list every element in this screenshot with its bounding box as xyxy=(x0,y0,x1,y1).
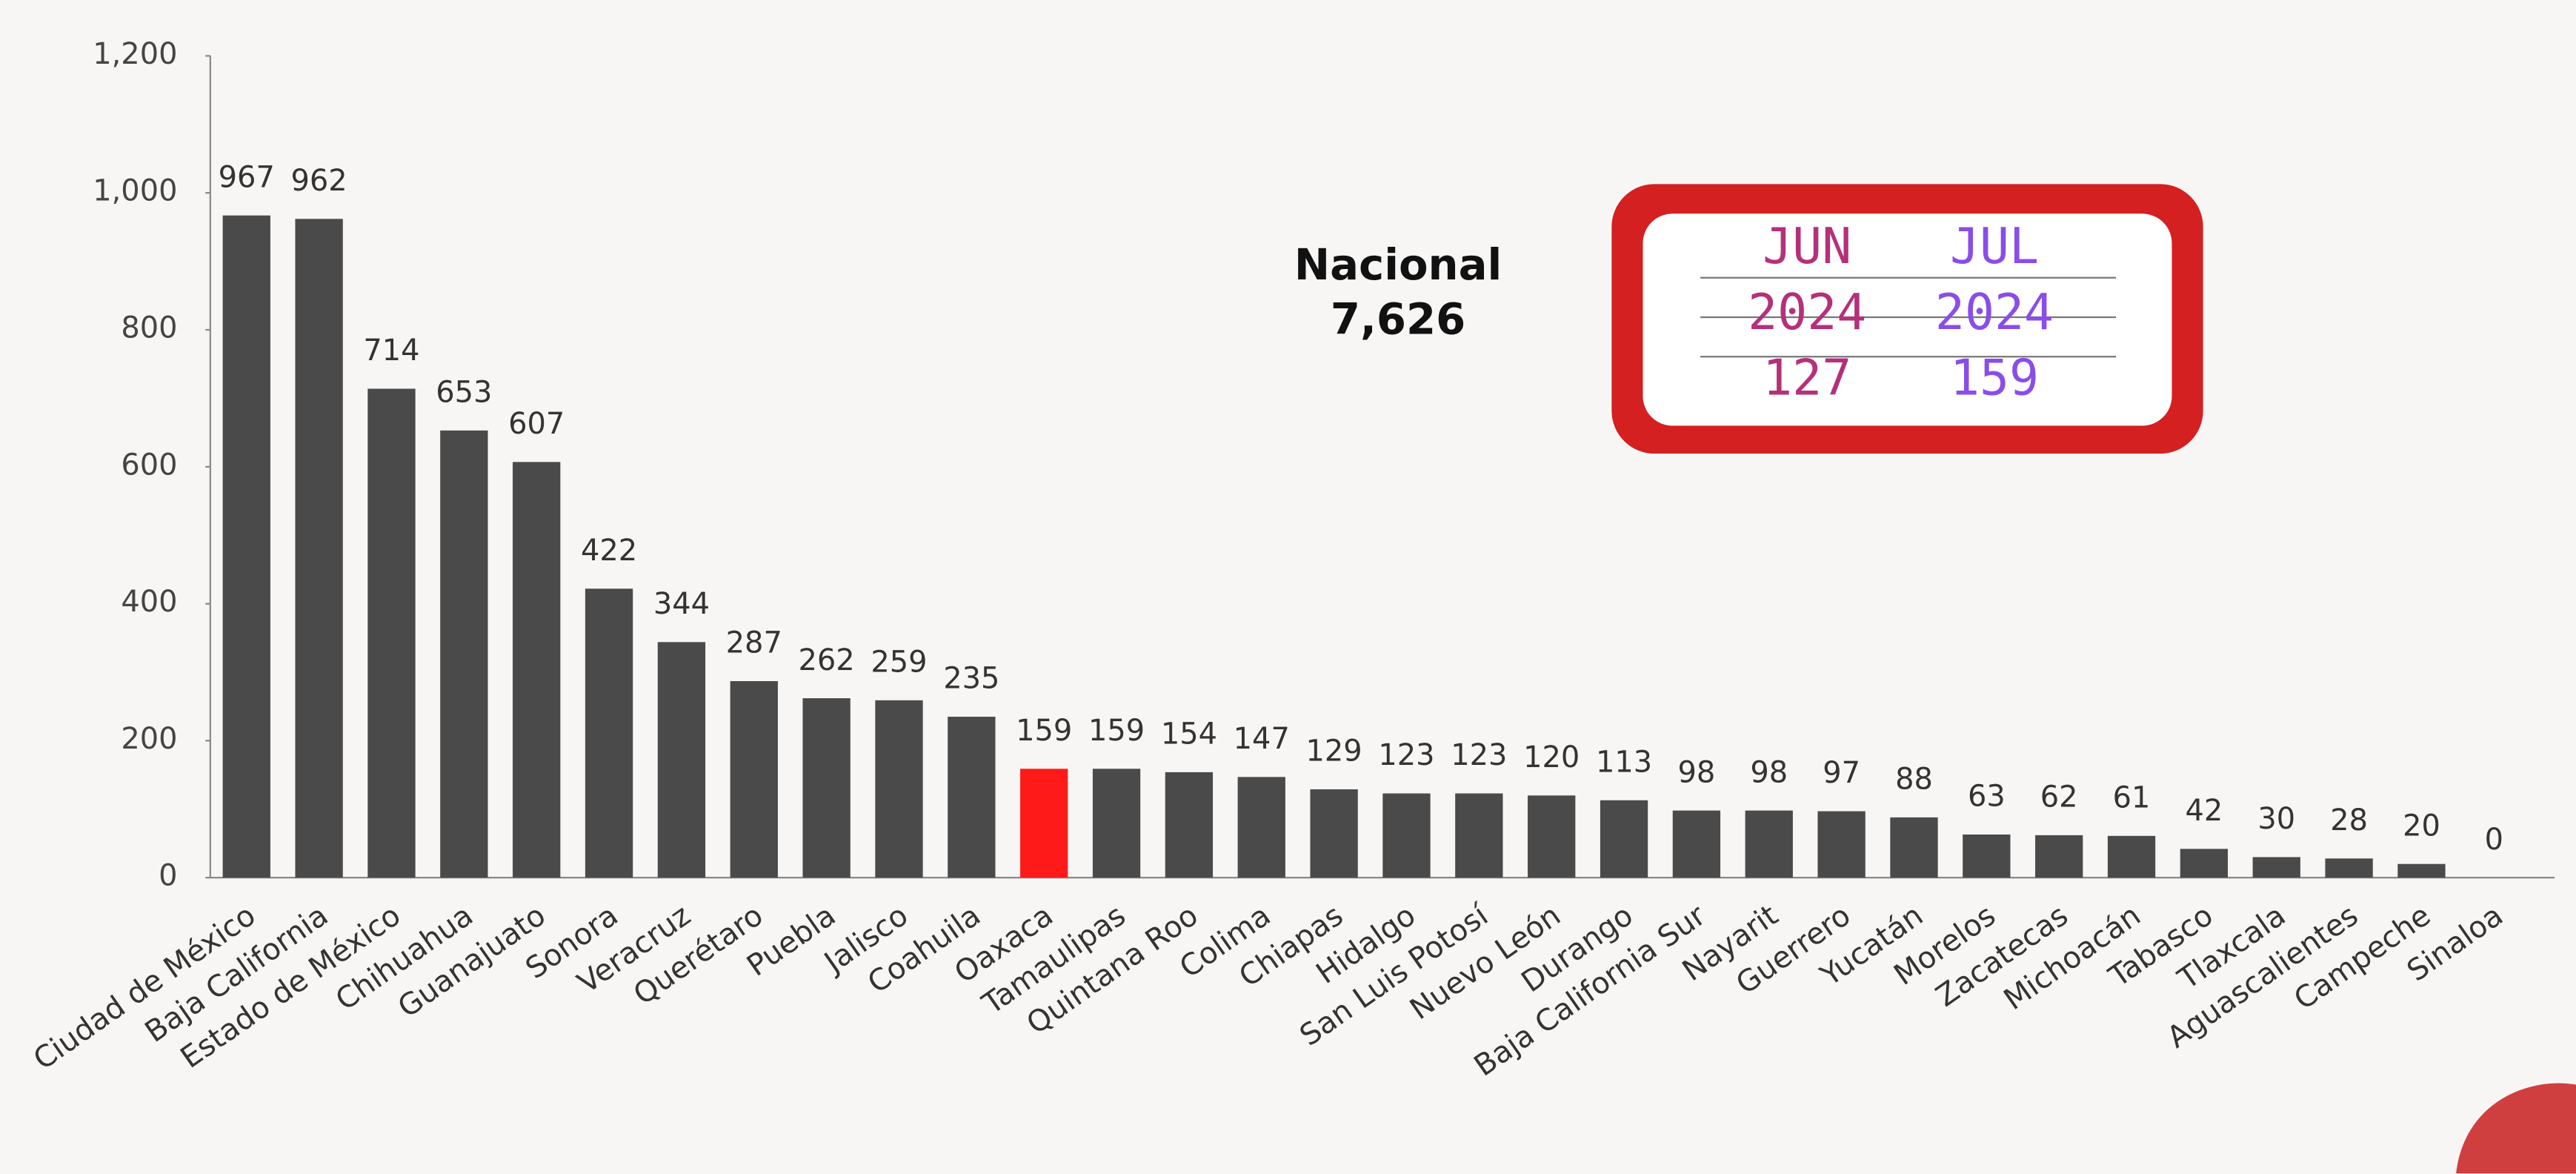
value-label: 159 xyxy=(1016,714,1072,748)
decoration xyxy=(2456,1083,2576,1174)
bar xyxy=(657,642,706,878)
bar xyxy=(1817,811,1866,878)
value-label: 235 xyxy=(943,662,999,696)
comparison-panel xyxy=(1643,213,2172,426)
value-label: 262 xyxy=(799,643,855,677)
annotation-title: Nacional xyxy=(1294,239,1502,290)
value-label: 129 xyxy=(1306,734,1362,769)
y-tick-label: 1,000 xyxy=(93,174,177,208)
value-label: 714 xyxy=(363,334,419,368)
value-label: 98 xyxy=(1750,755,1788,789)
value-label: 422 xyxy=(581,534,637,568)
value-label: 98 xyxy=(1678,755,1716,789)
bar xyxy=(585,588,633,878)
bar xyxy=(948,717,996,878)
bar xyxy=(2107,835,2156,878)
value-label: 30 xyxy=(2257,802,2295,836)
bar xyxy=(1890,817,1938,878)
bar xyxy=(1092,769,1141,878)
bar xyxy=(2035,835,2083,878)
value-label: 88 xyxy=(1895,763,1933,797)
value-label: 607 xyxy=(508,407,565,441)
bar xyxy=(1237,777,1285,878)
bar xyxy=(2325,858,2373,878)
bar xyxy=(1310,789,1358,878)
bar xyxy=(440,430,488,878)
value-label: 113 xyxy=(1596,745,1652,779)
value-label: 259 xyxy=(871,646,927,680)
value-label: 287 xyxy=(726,626,782,660)
y-tick-label: 400 xyxy=(121,585,177,619)
bar xyxy=(1745,810,1793,878)
value-label: 63 xyxy=(1968,780,2006,814)
y-tick-label: 800 xyxy=(121,311,177,345)
value-label: 154 xyxy=(1161,717,1217,752)
bar xyxy=(1165,772,1214,878)
comparison-value: 127 xyxy=(1763,349,1851,407)
value-label: 653 xyxy=(436,376,492,410)
y-tick-label: 600 xyxy=(121,448,177,482)
value-label: 62 xyxy=(2040,780,2078,815)
comparison-year: 2024 xyxy=(1748,283,1866,341)
value-label: 967 xyxy=(219,160,275,194)
bar xyxy=(222,215,270,878)
bar xyxy=(875,700,923,878)
value-label: 20 xyxy=(2403,809,2440,843)
bar xyxy=(1528,795,1576,878)
bar xyxy=(2397,863,2446,878)
bar xyxy=(513,462,561,878)
bar xyxy=(1672,810,1721,878)
value-label: 159 xyxy=(1088,714,1145,748)
bar xyxy=(295,219,343,878)
value-label: 962 xyxy=(291,164,347,198)
value-label: 344 xyxy=(653,587,710,621)
value-label: 97 xyxy=(1823,756,1860,790)
comparison-month: JUL xyxy=(1950,217,2039,275)
y-tick-label: 200 xyxy=(121,722,177,756)
bar xyxy=(1020,769,1068,878)
comparison-month: JUN xyxy=(1763,217,1851,275)
bar xyxy=(1963,834,2011,878)
bar xyxy=(2252,857,2300,878)
value-label: 61 xyxy=(2113,781,2151,815)
comparison-year: 2024 xyxy=(1935,283,2054,341)
annotation-total: 7,626 xyxy=(1331,294,1465,344)
bar xyxy=(1382,793,1431,878)
y-tick-label: 0 xyxy=(159,859,177,893)
bar xyxy=(1455,793,1503,878)
bar xyxy=(367,388,416,878)
value-label: 147 xyxy=(1234,722,1290,756)
value-label: 123 xyxy=(1451,738,1507,772)
bar xyxy=(802,698,851,878)
value-label: 123 xyxy=(1378,738,1434,772)
value-label: 120 xyxy=(1523,740,1580,775)
bar xyxy=(1600,800,1648,878)
bar xyxy=(730,680,778,878)
bar xyxy=(2180,849,2229,878)
value-label: 28 xyxy=(2330,803,2368,838)
value-label: 42 xyxy=(2186,794,2223,828)
comparison-value: 159 xyxy=(1950,349,2039,407)
value-label: 0 xyxy=(2485,823,2503,857)
y-tick-label: 1,200 xyxy=(93,37,177,71)
